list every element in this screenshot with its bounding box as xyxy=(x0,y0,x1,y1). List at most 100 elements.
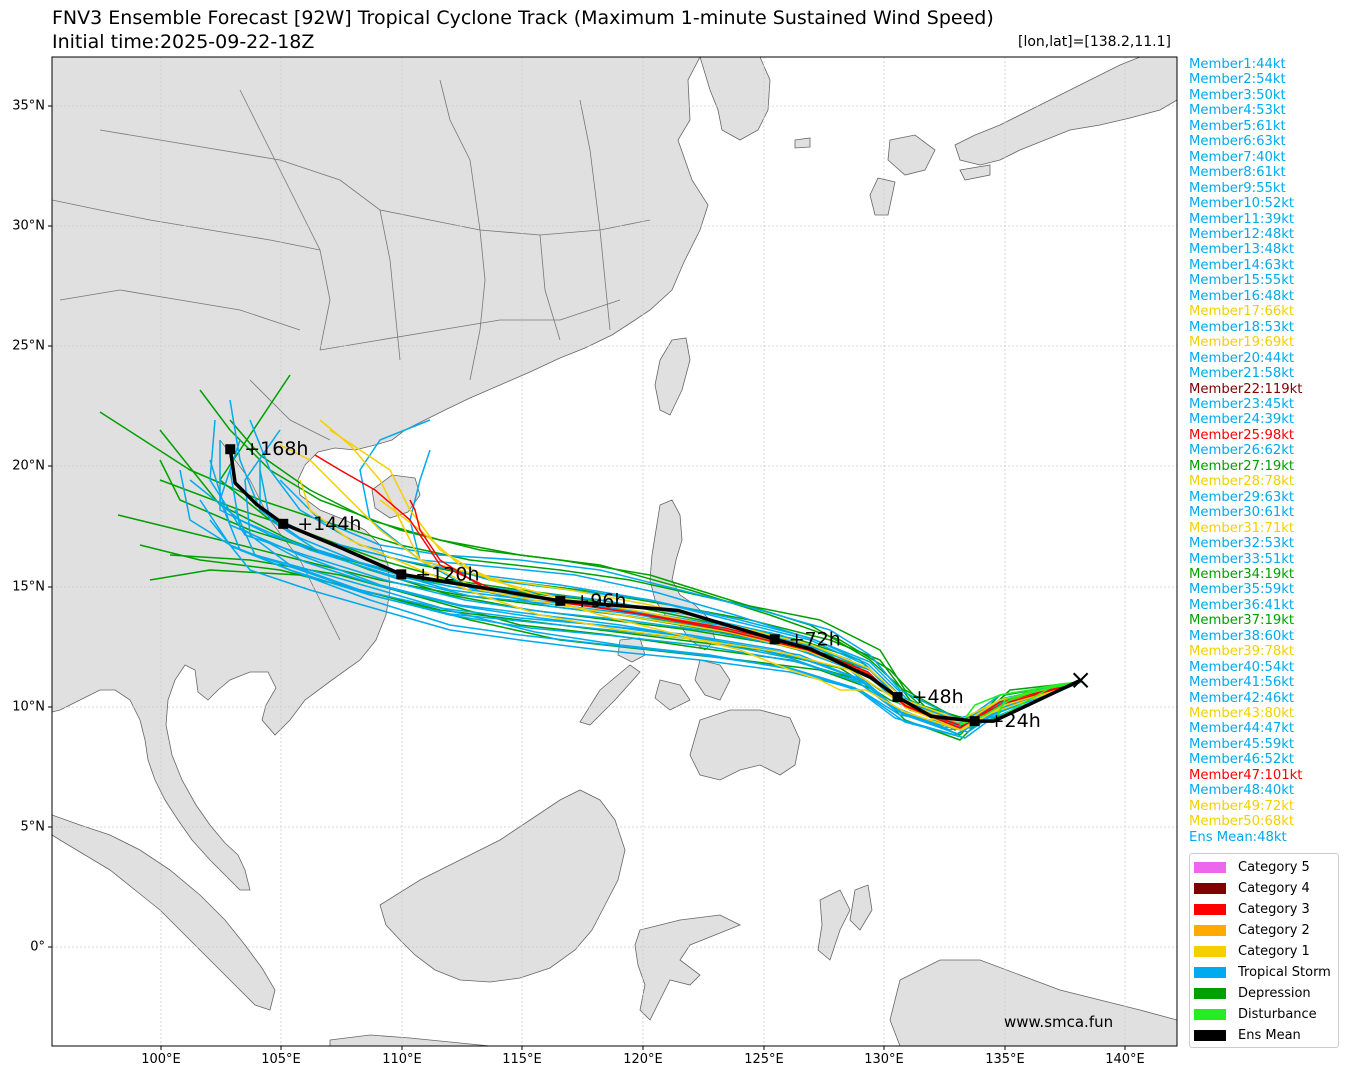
watermark: www.smca.fun xyxy=(1004,1013,1114,1031)
y-tick-label: 0° xyxy=(30,939,45,955)
legend-item: Category 1 xyxy=(1190,941,1310,962)
forecast-hour-label: +48h xyxy=(912,686,964,708)
legend-swatch xyxy=(1194,925,1226,936)
member-intensity-item: Member24:39kt xyxy=(1189,412,1295,428)
member-intensity-item: Member46:52kt xyxy=(1189,752,1295,768)
forecast-hour-label: +120h xyxy=(415,563,479,585)
y-tick-label: 35°N xyxy=(12,98,45,114)
member-intensity-item: Member44:47kt xyxy=(1189,721,1295,737)
legend-swatch xyxy=(1194,1030,1226,1041)
legend-swatch xyxy=(1194,1009,1226,1020)
member-intensity-item: Member38:60kt xyxy=(1189,628,1295,644)
forecast-point-marker xyxy=(396,569,407,580)
member-intensity-item: Member36:41kt xyxy=(1189,597,1295,613)
legend-swatch xyxy=(1194,946,1226,957)
forecast-hour-label: +144h xyxy=(297,513,361,535)
y-tick-label: 15°N xyxy=(12,579,45,595)
legend-swatch xyxy=(1194,883,1226,894)
member-intensity-item: Member3:50kt xyxy=(1189,87,1286,103)
member-intensity-item: Member35:59kt xyxy=(1189,582,1295,598)
coordinate-readout: [lon,lat]=[138.2,11.1] xyxy=(1017,34,1171,50)
legend-swatch xyxy=(1194,988,1226,999)
category-legend: Category 5 Category 4 Category 3 Category 2… xyxy=(1189,853,1339,1048)
member-intensity-item: Member10:52kt xyxy=(1189,196,1295,212)
member-intensity-list: Member1:44kt Member2:54kt Member3:50kt Memb… xyxy=(1189,57,1302,845)
member-intensity-item: Member23:45kt xyxy=(1189,396,1295,412)
x-tick-label: 125°E xyxy=(744,1052,784,1067)
member-intensity-item: Member16:48kt xyxy=(1189,288,1295,304)
member-intensity-item: Member19:69kt xyxy=(1189,335,1295,351)
member-intensity-item: Member40:54kt xyxy=(1189,659,1295,675)
member-intensity-item: Member8:61kt xyxy=(1189,165,1286,181)
forecast-point-marker xyxy=(278,518,289,529)
member-intensity-item: Member30:61kt xyxy=(1189,505,1295,521)
member-intensity-item: Member39:78kt xyxy=(1189,644,1295,660)
legend-label: Category 5 xyxy=(1238,860,1310,875)
x-tick-label: 130°E xyxy=(864,1052,904,1067)
land-layer xyxy=(52,57,1177,1046)
legend-swatch xyxy=(1194,862,1226,873)
member-intensity-item: Member29:63kt xyxy=(1189,489,1295,505)
member-intensity-item: Member28:78kt xyxy=(1189,474,1295,490)
x-tick-label: 105°E xyxy=(261,1052,301,1067)
legend-label: Ens Mean xyxy=(1238,1028,1301,1043)
x-tick-label: 100°E xyxy=(141,1052,181,1067)
y-tick-label: 5°N xyxy=(20,819,46,835)
member-intensity-item: Member1:44kt xyxy=(1189,57,1286,72)
ensemble-mean-track xyxy=(228,448,1082,723)
member-intensity-item: Member15:55kt xyxy=(1189,273,1295,289)
map-title: FNV3 Ensemble Forecast [92W] Tropical Cy… xyxy=(52,7,994,29)
member-intensity-item: Member32:53kt xyxy=(1189,536,1295,552)
member-intensity-item: Member13:48kt xyxy=(1189,242,1295,258)
axis-ticks xyxy=(48,105,1126,1050)
forecast-hour-label: +96h xyxy=(574,590,626,612)
x-tick-label: 135°E xyxy=(985,1052,1025,1067)
forecast-point-marker xyxy=(555,595,566,606)
member-intensity-item: Member41:56kt xyxy=(1189,675,1295,691)
member-intensity-item: Member2:54kt xyxy=(1189,72,1286,88)
y-tick-label: 20°N xyxy=(12,458,45,474)
legend-item: Ens Mean xyxy=(1190,1025,1301,1046)
forecast-hour-label: +168h xyxy=(244,438,308,460)
member-intensity-item: Member48:40kt xyxy=(1189,783,1295,799)
legend-item: Category 3 xyxy=(1190,899,1310,920)
member-intensity-item: Member17:66kt xyxy=(1189,304,1295,320)
legend-label: Disturbance xyxy=(1238,1007,1317,1022)
member-intensity-item: Member27:19kt xyxy=(1189,458,1295,474)
legend-item: Tropical Storm xyxy=(1190,962,1331,983)
legend-item: Category 5 xyxy=(1190,857,1310,878)
member-intensity-item: Member49:72kt xyxy=(1189,798,1295,814)
member-intensity-item: Member43:80kt xyxy=(1189,706,1295,722)
map-frame xyxy=(51,56,1178,1047)
member-intensity-item: Member11:39kt xyxy=(1189,211,1295,227)
member-intensity-item: Member37:19kt xyxy=(1189,613,1295,629)
member-intensity-item: Member12:48kt xyxy=(1189,226,1295,242)
member-intensity-item: Member9:55kt xyxy=(1189,180,1286,196)
member-intensity-item: Member6:63kt xyxy=(1189,134,1286,150)
member-intensity-item: Member26:62kt xyxy=(1189,443,1295,459)
member-intensity-item: Member4:53kt xyxy=(1189,103,1286,119)
forecast-point-marker xyxy=(769,634,780,645)
member-intensity-item: Member34:19kt xyxy=(1189,566,1295,582)
forecast-hour-label: +24h xyxy=(989,710,1041,732)
x-tick-label: 120°E xyxy=(623,1052,663,1067)
legend-item: Category 2 xyxy=(1190,920,1310,941)
legend-label: Category 1 xyxy=(1238,944,1310,959)
initial-time: Initial time:2025-09-22-18Z xyxy=(52,31,315,53)
member-intensity-item: Member22:119kt xyxy=(1189,381,1303,397)
legend-swatch xyxy=(1194,904,1226,915)
initial-position-marker xyxy=(1072,672,1089,688)
member-intensity-item: Member45:59kt xyxy=(1189,736,1295,752)
member-intensity-item: Member47:101kt xyxy=(1189,767,1303,783)
member-intensity-item: Member33:51kt xyxy=(1189,551,1295,567)
member-intensity-item: Member14:63kt xyxy=(1189,257,1295,273)
forecast-hour-label: +72h xyxy=(789,628,841,650)
x-tick-label: 115°E xyxy=(502,1052,542,1067)
forecast-point-marker xyxy=(225,444,236,455)
member-intensity-item: Member25:98kt xyxy=(1189,427,1295,443)
legend-label: Category 4 xyxy=(1238,881,1310,896)
y-tick-label: 25°N xyxy=(12,338,45,354)
y-tick-label: 30°N xyxy=(12,218,45,234)
x-tick-label: 110°E xyxy=(382,1052,422,1067)
